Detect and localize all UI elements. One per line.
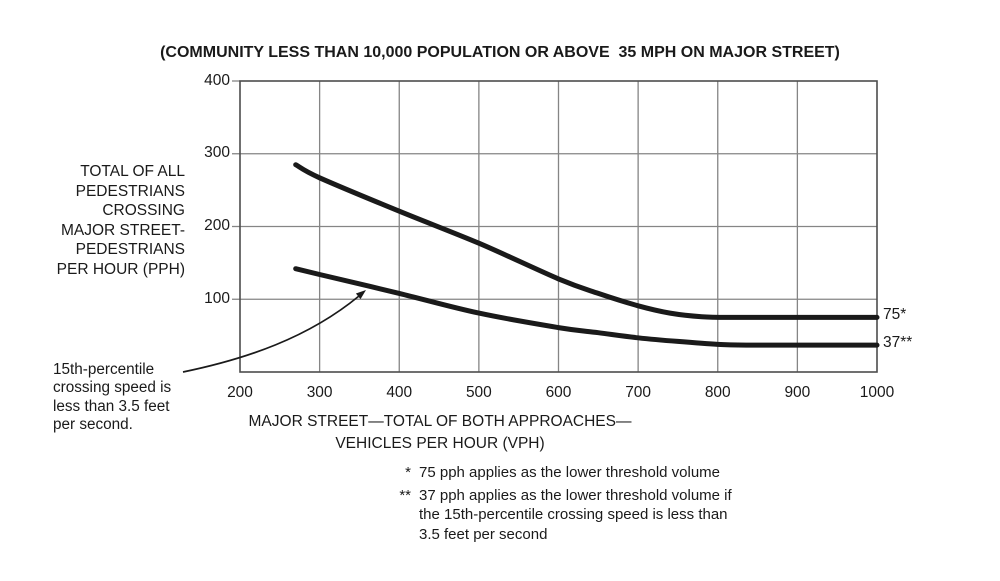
- annotation-arrowhead: [355, 290, 366, 300]
- y-axis-title-line: MAJOR STREET-: [60, 221, 185, 239]
- x-tick-label: 500: [465, 384, 492, 401]
- annotation-line: less than 3.5 feet: [53, 397, 170, 415]
- x-tick-label: 700: [625, 384, 652, 401]
- footnote-line: 37 pph applies as the lower threshold vo…: [419, 486, 732, 504]
- footnote-line: 75 pph applies as the lower threshold vo…: [419, 464, 721, 481]
- x-tick-label: 900: [784, 384, 811, 401]
- y-axis-title: TOTAL OF ALL PEDESTRIANS CROSSING MAJOR STR…: [57, 162, 185, 279]
- threshold-curves: [293, 162, 880, 348]
- y-axis-title-line: CROSSING: [102, 202, 185, 219]
- y-tick-label: 400: [204, 71, 230, 89]
- x-axis-title-line2: VEHICLES PER HOUR (VPH): [335, 435, 545, 452]
- upper-threshold-curve: [293, 162, 880, 320]
- gridlines: [232, 80, 877, 372]
- upper-curve-label: 75*: [883, 306, 907, 323]
- chart-title: (COMMUNITY LESS THAN 10,000 POPULATION O…: [160, 44, 840, 61]
- x-tick-label: 600: [545, 384, 572, 401]
- y-tick-label: 200: [204, 217, 230, 234]
- lower-threshold-curve: [293, 266, 880, 348]
- footnote-row: ** 37 pph applies as the lower threshold …: [386, 486, 732, 545]
- footnote-line: 3.5 feet per second: [419, 525, 548, 543]
- y-axis-title-line: PEDESTRIANS: [75, 182, 185, 200]
- lower-curve-label: 37**: [883, 334, 913, 351]
- x-tick-label: 200: [227, 384, 253, 401]
- footnote-line: the 15th-percentile crossing speed is le…: [419, 506, 728, 523]
- footnotes: * 75 pph applies as the lower threshold v…: [386, 463, 732, 545]
- footnote-marker: *: [405, 464, 411, 481]
- annotation-line: 15th-percentile: [53, 361, 155, 378]
- x-axis-title: MAJOR STREET—TOTAL OF BOTH APPROACHES— V…: [140, 411, 740, 455]
- y-axis-title-line: PER HOUR (PPH): [56, 260, 185, 278]
- y-tick-label: 100: [204, 289, 230, 307]
- annotation-line: per second.: [53, 415, 133, 433]
- x-tick-label: 800: [704, 384, 731, 401]
- footnote-text: 37 pph applies as the lower threshold vo…: [419, 486, 732, 545]
- annotation-arrow: [182, 295, 360, 373]
- footnote-marker: **: [399, 486, 411, 504]
- footnote-row: * 75 pph applies as the lower threshold v…: [386, 463, 732, 483]
- x-tick-label: 400: [386, 384, 413, 401]
- plot-border: [239, 80, 878, 373]
- footnote-text: 75 pph applies as the lower threshold vo…: [419, 463, 720, 483]
- y-axis-title-line: PEDESTRIANS: [75, 241, 185, 258]
- x-tick-label: 1000: [859, 384, 895, 401]
- annotation-line: crossing speed is: [53, 379, 172, 397]
- x-axis-title-line1: MAJOR STREET—TOTAL OF BOTH APPROACHES—: [248, 413, 632, 430]
- x-tick-label: 300: [306, 384, 333, 401]
- y-axis-title-line: TOTAL OF ALL: [80, 163, 185, 180]
- crossing-speed-annotation: 15th-percentile crossing speed is less tha…: [53, 361, 171, 434]
- y-tick-label: 300: [204, 144, 230, 162]
